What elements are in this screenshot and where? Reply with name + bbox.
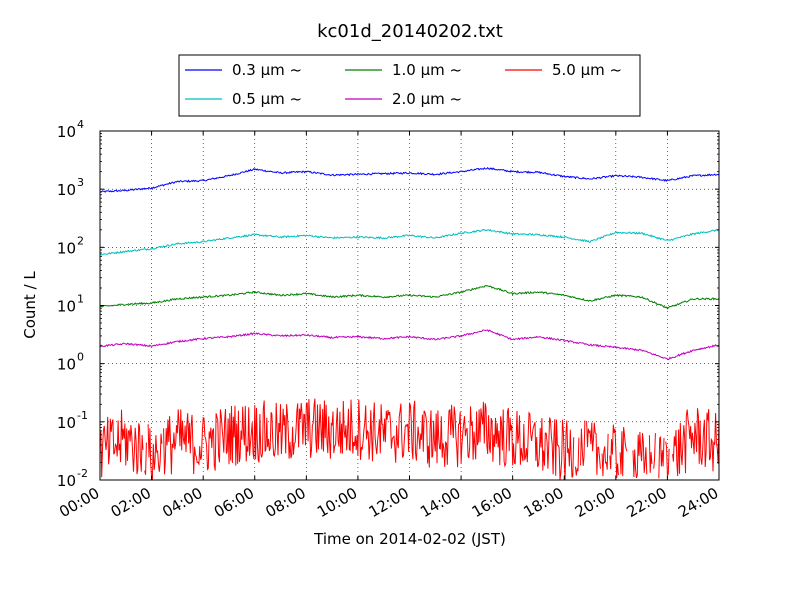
y-tick-label-exponent: 0 bbox=[77, 351, 84, 364]
x-tick-label: 14:00 bbox=[417, 484, 463, 521]
x-tick-label: 10:00 bbox=[314, 484, 360, 521]
chart-title: kc01d_20140202.txt bbox=[317, 21, 503, 42]
x-tick-label: 24:00 bbox=[675, 484, 721, 521]
x-axis-label: Time on 2014-02-02 (JST) bbox=[313, 530, 506, 548]
legend: 0.3 μm ~ 0.5 μm ~ 1.0 μm ~ 2.0 μm ~ 5.0 μm ~ bbox=[178, 54, 641, 117]
y-tick-label: 10 -1 bbox=[57, 409, 88, 432]
x-tick-label: 08:00 bbox=[262, 484, 308, 521]
x-tick-label: 12:00 bbox=[366, 484, 412, 521]
y-tick-label-base: 10 bbox=[57, 414, 76, 432]
y-tick-label: 10 -2 bbox=[57, 467, 88, 490]
y-tick-label-base: 10 bbox=[57, 181, 76, 199]
y-tick-label-base: 10 bbox=[57, 356, 76, 374]
y-tick-label-exponent: -1 bbox=[77, 409, 88, 422]
y-tick-label-exponent: 3 bbox=[77, 176, 84, 189]
x-tick-label: 02:00 bbox=[108, 484, 154, 521]
series-line-3 bbox=[99, 329, 720, 361]
y-tick-label-base: 10 bbox=[57, 123, 76, 141]
x-tick-label: 18:00 bbox=[520, 484, 566, 521]
y-tick-label: 10 4 bbox=[57, 118, 84, 141]
legend-label: 0.5 μm ~ bbox=[232, 90, 302, 108]
y-tick-label-base: 10 bbox=[57, 239, 76, 257]
x-tick-label: 16:00 bbox=[469, 484, 515, 521]
x-tick-label: 04:00 bbox=[159, 484, 205, 521]
y-axis-label: Count / L bbox=[21, 271, 39, 339]
legend-label: 5.0 μm ~ bbox=[552, 61, 622, 79]
y-tick-label-exponent: 2 bbox=[77, 234, 84, 247]
y-tick-label: 10 0 bbox=[57, 351, 84, 374]
y-tick-label-exponent: -2 bbox=[77, 467, 88, 480]
y-tick-label: 10 2 bbox=[57, 234, 84, 257]
y-tick-label-exponent: 4 bbox=[77, 118, 84, 131]
x-tick-label: 22:00 bbox=[624, 484, 670, 521]
legend-label: 0.3 μm ~ bbox=[232, 61, 302, 79]
legend-label: 2.0 μm ~ bbox=[392, 90, 462, 108]
y-tick-label-base: 10 bbox=[57, 298, 76, 316]
y-tick-label-base: 10 bbox=[57, 472, 76, 490]
legend-box bbox=[178, 54, 641, 117]
y-tick-label-exponent: 1 bbox=[77, 293, 84, 306]
legend-label: 1.0 μm ~ bbox=[392, 61, 462, 79]
series-line-2 bbox=[100, 285, 720, 310]
y-tick-label: 10 3 bbox=[57, 176, 84, 199]
x-tick-label: 20:00 bbox=[572, 484, 618, 521]
series-line-1 bbox=[99, 228, 720, 256]
series-line-0 bbox=[99, 166, 720, 193]
series-lines bbox=[99, 166, 720, 481]
y-tick-label: 10 1 bbox=[57, 293, 84, 316]
x-tick-label: 06:00 bbox=[211, 484, 257, 521]
